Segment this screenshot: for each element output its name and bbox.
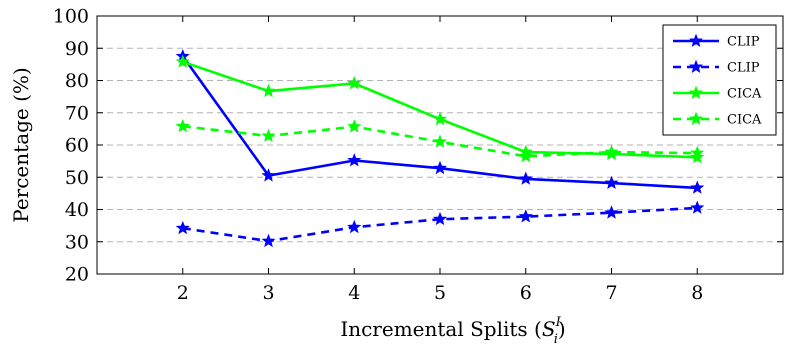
legend-marker (689, 59, 703, 74)
series-cica-solid (175, 54, 705, 164)
x-tick-label: 6 (520, 282, 532, 304)
y-tick-label: 30 (65, 231, 89, 253)
y-tick-label: 80 (65, 70, 89, 92)
data-point (347, 76, 362, 90)
data-point (690, 149, 705, 164)
data-point (518, 148, 533, 163)
y-tick-label: 50 (65, 167, 89, 189)
data-point (347, 219, 362, 234)
y-tick-label: 90 (65, 38, 89, 60)
legend-label: CLIP (727, 35, 760, 50)
data-point (604, 144, 619, 158)
y-tick-label: 40 (65, 199, 89, 221)
legend-item: CICA (673, 111, 762, 128)
data-point (261, 83, 276, 98)
series-layer (175, 48, 705, 248)
series-clip-solid (175, 48, 705, 194)
data-point (175, 118, 190, 133)
x-tick-label: 2 (177, 282, 189, 304)
x-axis-label-close: ) (558, 317, 566, 341)
data-point (433, 134, 447, 148)
data-point (690, 145, 705, 160)
data-point (690, 200, 705, 214)
data-point (518, 209, 533, 223)
legend-marker (689, 111, 703, 126)
y-tick-label: 60 (65, 135, 89, 157)
x-axis-label: Incremental Splits (SI i) (340, 315, 565, 347)
series-cica-dashed (175, 118, 705, 163)
legend-item: CICA (673, 85, 762, 102)
x-tick-label: 5 (434, 282, 446, 304)
data-point (433, 111, 447, 126)
data-point (433, 160, 447, 175)
data-point (175, 54, 190, 68)
data-point (261, 168, 276, 182)
data-point (347, 153, 362, 167)
legend-box (662, 24, 777, 136)
legend-item: CLIP (673, 33, 760, 50)
x-tick-label: 8 (691, 282, 703, 304)
data-point (604, 175, 619, 189)
legend-marker (689, 33, 703, 48)
data-point (261, 233, 276, 248)
y-tick-label: 100 (53, 6, 89, 28)
data-point (690, 180, 705, 194)
x-axis-label-text: Incremental Splits ( (340, 317, 542, 341)
data-point (261, 128, 276, 142)
legend-item: CLIP (673, 59, 760, 76)
data-point (604, 205, 619, 219)
y-tick-label: 70 (65, 102, 89, 124)
data-point (347, 119, 362, 133)
data-point (518, 171, 533, 185)
x-axis-label-symbol: S (542, 317, 556, 341)
x-axis-label-sup: I (555, 315, 562, 330)
x-tick-label: 7 (605, 282, 617, 304)
x-tick-label: 4 (348, 282, 360, 304)
legend-label: CLIP (727, 61, 760, 76)
data-point (175, 220, 190, 235)
x-tick-label: 3 (262, 282, 274, 304)
x-axis-label-sub: i (554, 332, 558, 347)
legend: CLIP CLIP CICA CICA (662, 24, 777, 136)
legend-label: CICA (727, 113, 762, 128)
legend-label: CICA (727, 87, 762, 102)
series-clip-dashed (175, 200, 705, 248)
ticks: 20 30 40 50 60 70 80 90 100 2 3 4 5 6 7 8 (53, 6, 783, 304)
legend-marker (689, 85, 703, 100)
data-point (433, 211, 447, 226)
y-axis-label: Percentage (%) (9, 67, 33, 222)
y-tick-label: 20 (65, 264, 89, 286)
